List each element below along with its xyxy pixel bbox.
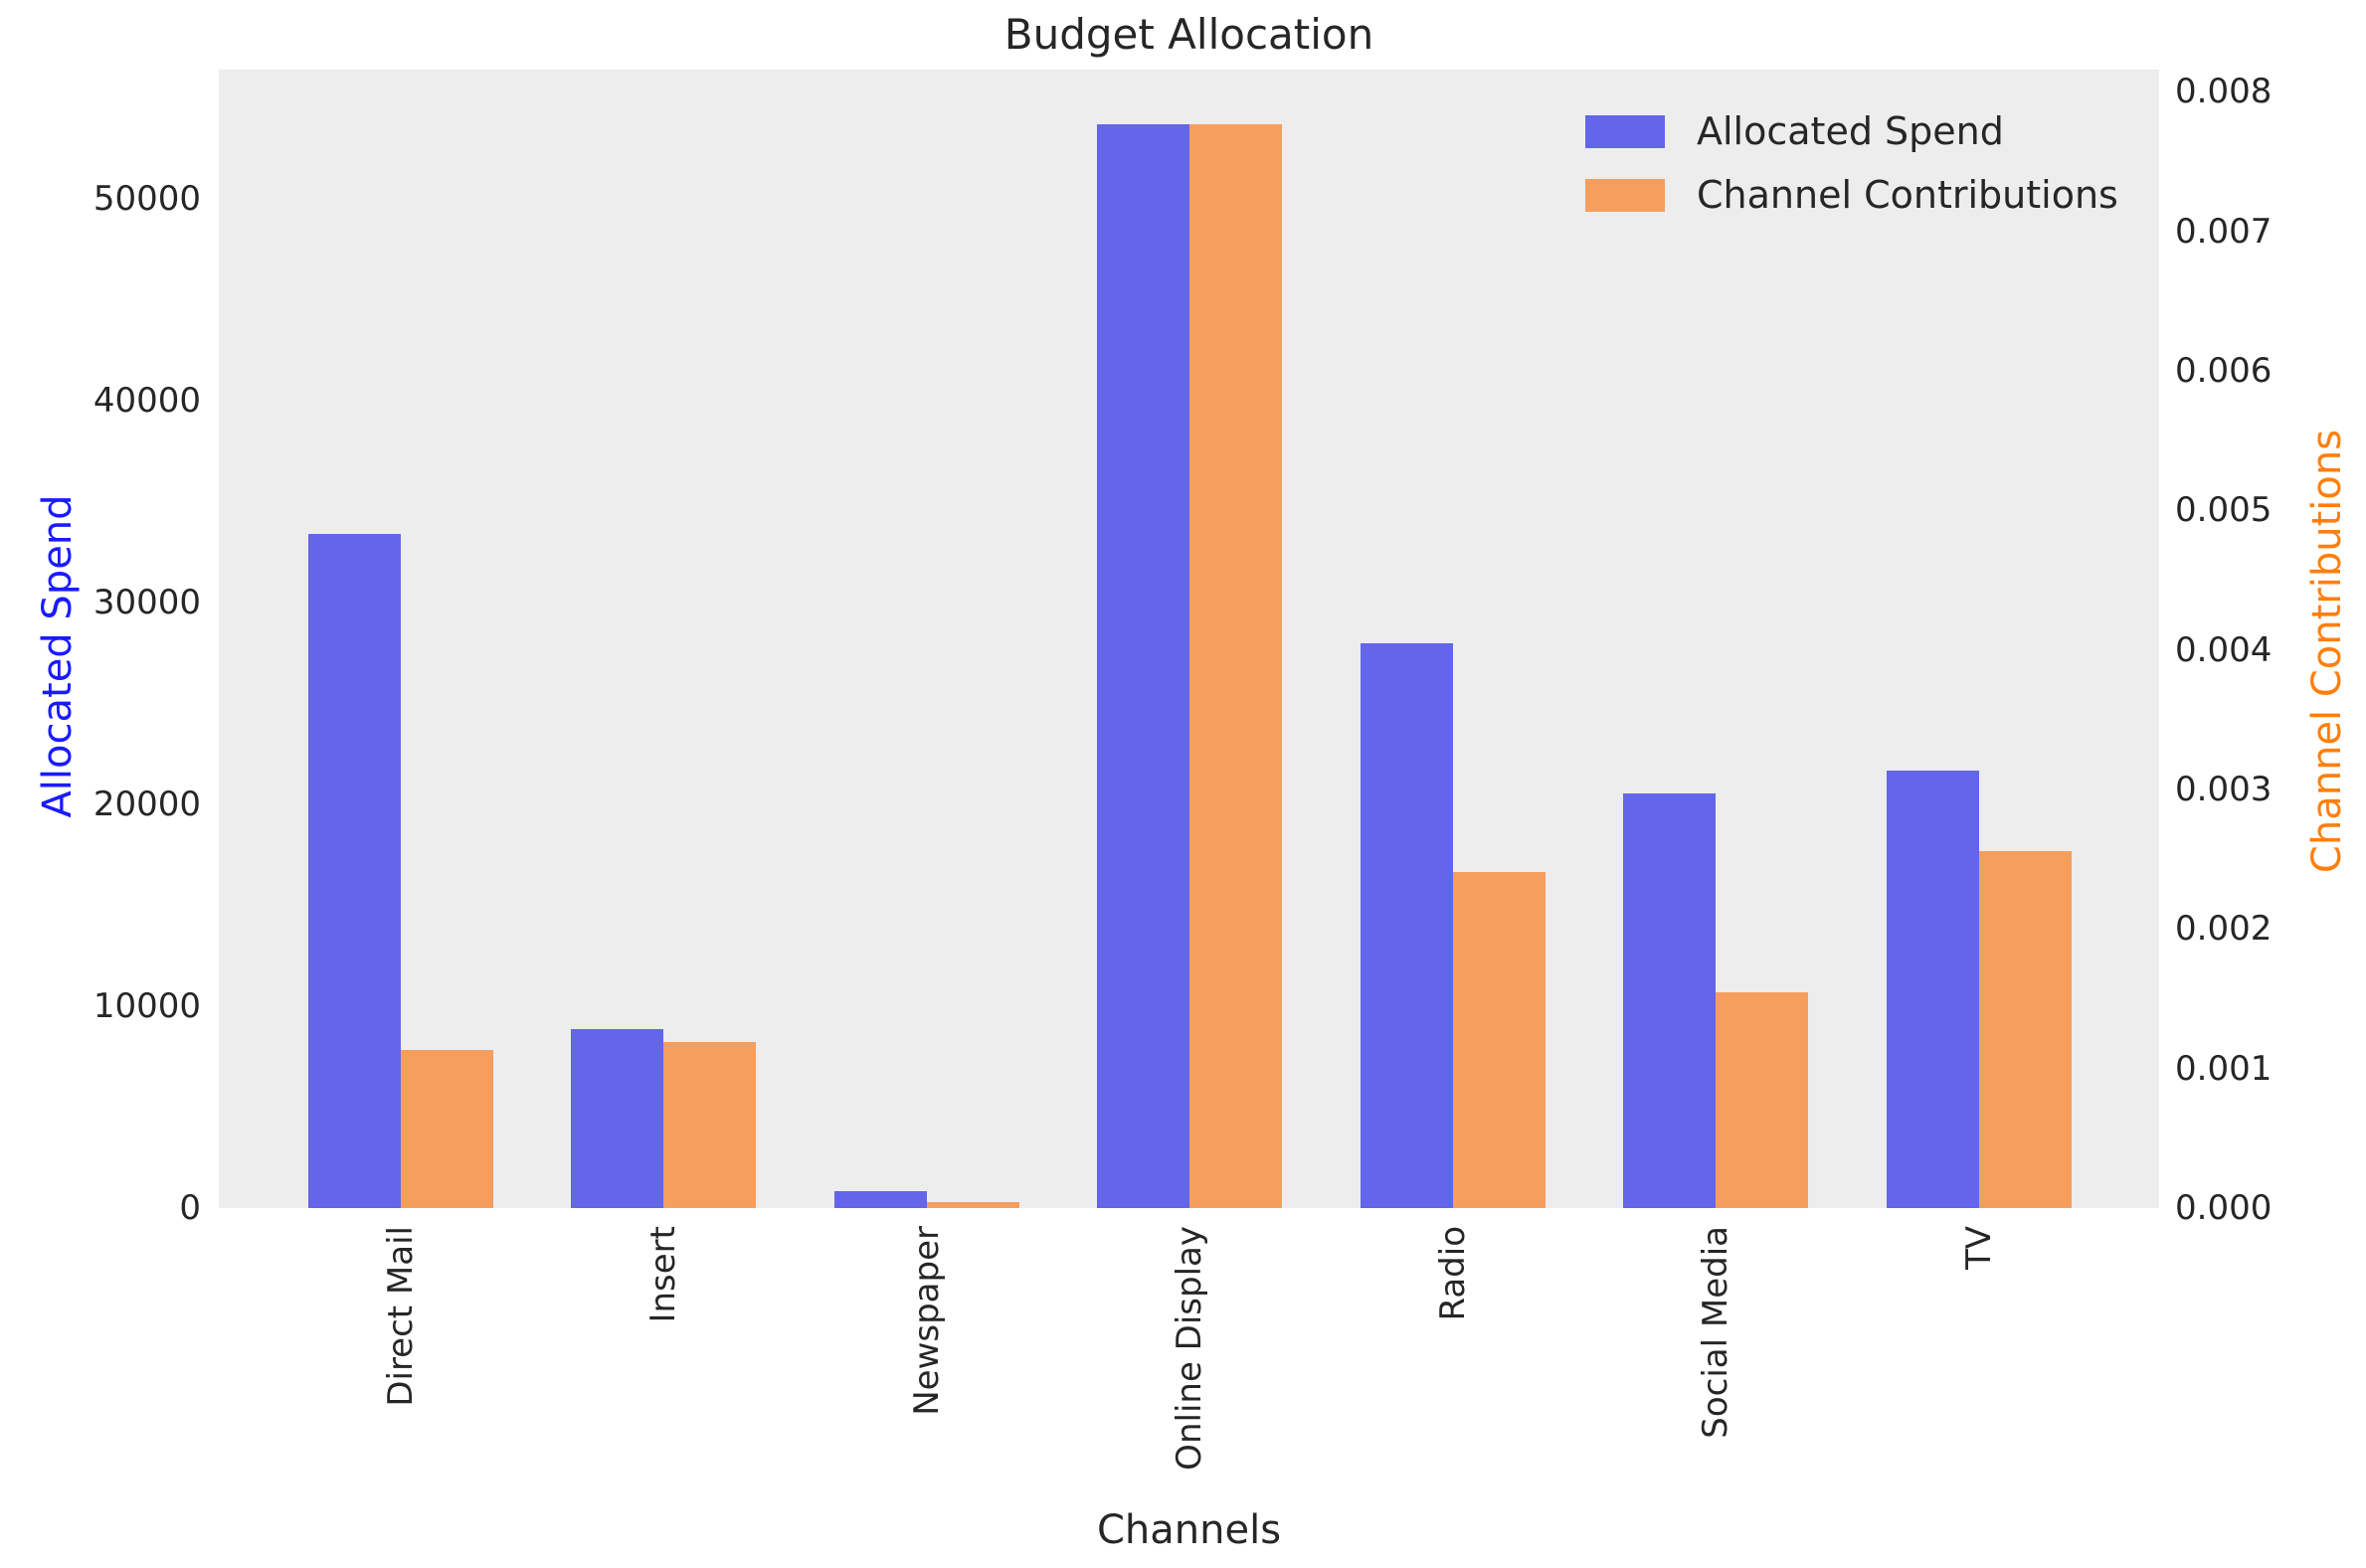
x-axis-label: Channels xyxy=(1096,1507,1282,1553)
left-y-tick-label: 30000 xyxy=(92,582,201,622)
legend-entry-channel-contributions: Channel Contributions xyxy=(1585,173,2118,217)
bar-allocated-spend-newspaper xyxy=(833,1190,927,1208)
bar-allocated-spend-tv xyxy=(1886,771,1979,1208)
left-y-tick-label: 10000 xyxy=(92,985,201,1026)
plot-area xyxy=(219,70,2159,1208)
x-tick-label-newspaper: Newspaper xyxy=(906,1226,947,1416)
right-y-tick-label: 0.007 xyxy=(2175,211,2273,252)
chart-title: Budget Allocation xyxy=(1003,10,1374,59)
bar-channel-contributions-tv xyxy=(1978,850,2072,1208)
legend-swatch-channel-contributions xyxy=(1585,178,1665,212)
legend: Allocated Spend Channel Contributions xyxy=(1585,109,2118,217)
right-y-tick-label: 0.006 xyxy=(2175,351,2273,392)
right-y-tick-label: 0.008 xyxy=(2175,72,2273,112)
x-tick-label-online-display: Online Display xyxy=(1170,1226,1210,1471)
legend-label: Allocated Spend xyxy=(1697,109,2004,153)
right-y-tick-label: 0.002 xyxy=(2175,909,2273,950)
bar-allocated-spend-radio xyxy=(1360,642,1453,1208)
left-y-tick-label: 50000 xyxy=(92,178,201,219)
bar-allocated-spend-direct-mail xyxy=(307,533,401,1208)
bar-channel-contributions-newspaper xyxy=(926,1202,1019,1208)
bar-channel-contributions-insert xyxy=(663,1042,757,1208)
legend-swatch-allocated-spend xyxy=(1585,114,1665,148)
x-tick-label-social-media: Social Media xyxy=(1696,1226,1736,1439)
left-y-tick-label: 40000 xyxy=(92,380,201,421)
right-y-axis-label: Channel Contributions xyxy=(2304,429,2350,874)
left-y-tick-label: 0 xyxy=(179,1188,201,1228)
bar-channel-contributions-social-media xyxy=(1716,991,1809,1208)
bar-channel-contributions-online-display xyxy=(1189,123,1283,1208)
bar-allocated-spend-insert xyxy=(571,1029,664,1208)
x-tick-label-tv: TV xyxy=(1958,1226,1999,1271)
right-y-tick-label: 0.001 xyxy=(2175,1048,2273,1089)
bar-channel-contributions-radio xyxy=(1452,871,1546,1208)
right-y-tick-label: 0.004 xyxy=(2175,629,2273,670)
right-y-tick-label: 0.003 xyxy=(2175,770,2273,810)
left-y-tick-label: 20000 xyxy=(92,784,201,824)
bar-channel-contributions-direct-mail xyxy=(400,1050,493,1208)
right-y-tick-label: 0.005 xyxy=(2175,490,2273,531)
right-y-tick-label: 0.000 xyxy=(2175,1188,2273,1228)
bar-allocated-spend-online-display xyxy=(1097,123,1190,1208)
legend-entry-allocated-spend: Allocated Spend xyxy=(1585,109,2118,153)
legend-label: Channel Contributions xyxy=(1697,173,2118,217)
x-tick-label-radio: Radio xyxy=(1432,1226,1473,1321)
left-y-axis-label: Allocated Spend xyxy=(35,494,81,818)
x-tick-label-direct-mail: Direct Mail xyxy=(380,1226,421,1407)
bar-allocated-spend-social-media xyxy=(1623,793,1717,1208)
x-tick-label-insert: Insert xyxy=(643,1226,684,1323)
